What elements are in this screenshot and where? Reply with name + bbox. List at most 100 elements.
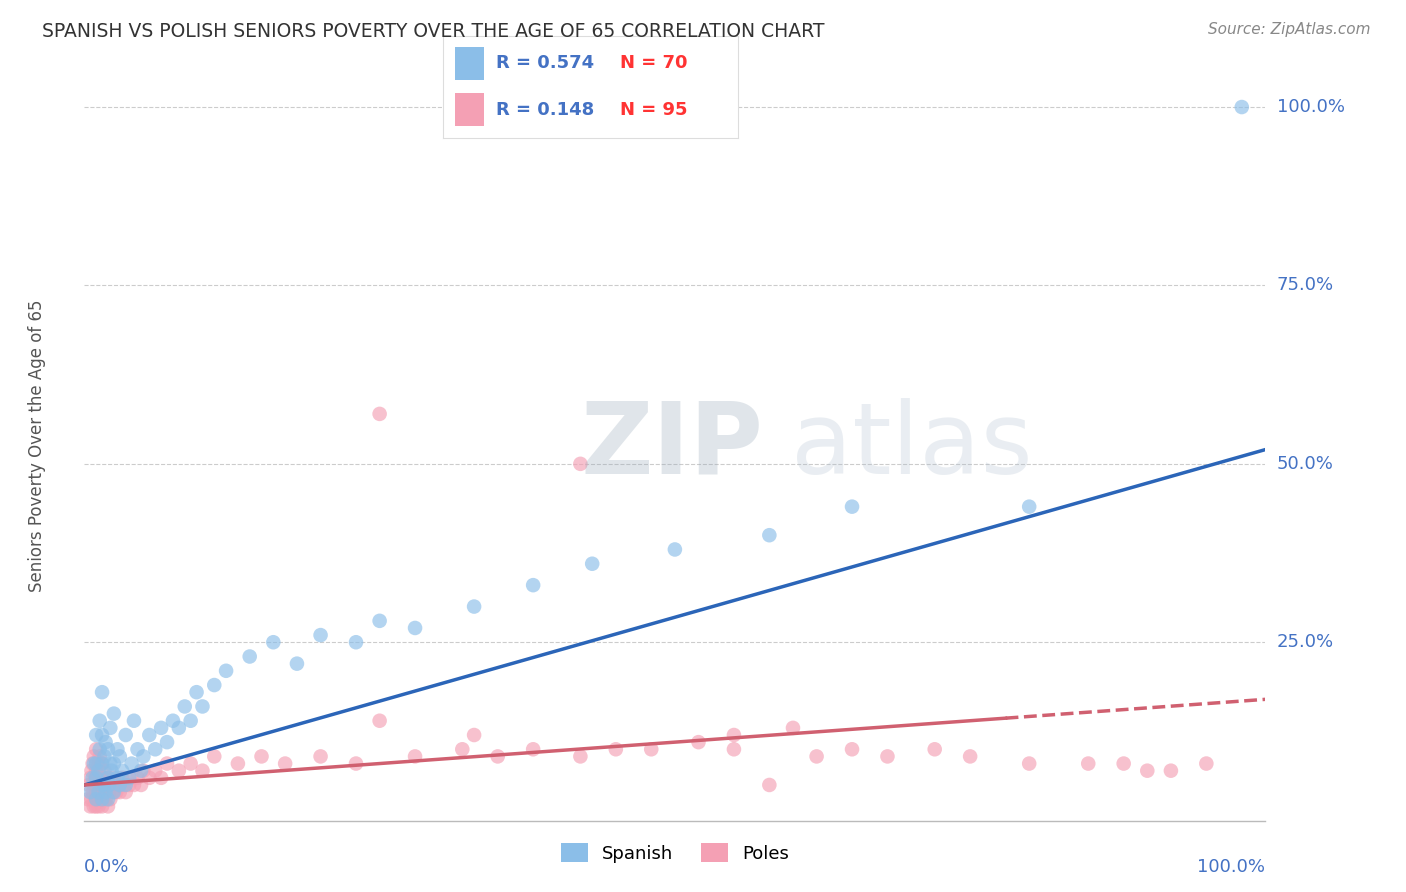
Point	[138, 728, 160, 742]
Point	[84, 792, 107, 806]
Point	[87, 785, 110, 799]
Point	[107, 778, 129, 792]
Text: N = 95: N = 95	[620, 101, 688, 119]
Point	[143, 764, 166, 778]
Point	[80, 792, 103, 806]
Point	[451, 742, 474, 756]
Text: 50.0%: 50.0%	[1277, 455, 1333, 473]
Point	[215, 664, 238, 678]
Point	[150, 771, 173, 785]
Point	[89, 742, 111, 756]
Point	[1160, 764, 1182, 778]
Point	[156, 735, 179, 749]
Point	[98, 785, 121, 799]
Text: Source: ZipAtlas.com: Source: ZipAtlas.com	[1208, 22, 1371, 37]
Legend: Spanish, Poles: Spanish, Poles	[551, 834, 799, 871]
Point	[202, 749, 225, 764]
Point	[841, 500, 863, 514]
Point	[94, 735, 117, 749]
Point	[723, 742, 745, 756]
Point	[876, 749, 898, 764]
Point	[758, 528, 780, 542]
Point	[94, 792, 117, 806]
Point	[118, 778, 141, 792]
Point	[605, 742, 627, 756]
Point	[94, 785, 117, 799]
Point	[132, 749, 155, 764]
Point	[103, 785, 125, 799]
Point	[89, 771, 111, 785]
Point	[98, 792, 121, 806]
Point	[167, 764, 190, 778]
Point	[101, 785, 124, 799]
Point	[93, 749, 115, 764]
Point	[84, 756, 107, 771]
Point	[569, 749, 592, 764]
Point	[132, 764, 155, 778]
Point	[309, 628, 332, 642]
Point	[79, 799, 101, 814]
Point	[84, 728, 107, 742]
Point	[91, 756, 114, 771]
Point	[162, 714, 184, 728]
Point	[959, 749, 981, 764]
Point	[1136, 764, 1159, 778]
Point	[1077, 756, 1099, 771]
Point	[191, 699, 214, 714]
Text: 100.0%: 100.0%	[1198, 858, 1265, 876]
Point	[91, 756, 114, 771]
Point	[143, 742, 166, 756]
Point	[97, 771, 120, 785]
Point	[924, 742, 946, 756]
Point	[98, 778, 121, 792]
Point	[344, 635, 367, 649]
Point	[180, 714, 202, 728]
Point	[103, 756, 125, 771]
Point	[97, 799, 120, 814]
Point	[156, 756, 179, 771]
Point	[688, 735, 710, 749]
Point	[84, 785, 107, 799]
Point	[91, 778, 114, 792]
Point	[121, 771, 143, 785]
Point	[83, 778, 105, 792]
Point	[91, 792, 114, 806]
Point	[108, 785, 131, 799]
Point	[87, 799, 110, 814]
Text: ZIP: ZIP	[581, 398, 763, 494]
Point	[108, 749, 131, 764]
Point	[91, 799, 114, 814]
Point	[82, 785, 104, 799]
Point	[84, 792, 107, 806]
Point	[118, 771, 141, 785]
Text: atlas: atlas	[790, 398, 1032, 494]
Point	[100, 764, 122, 778]
Point	[841, 742, 863, 756]
Point	[167, 721, 190, 735]
Point	[86, 771, 108, 785]
Point	[274, 756, 297, 771]
Point	[1018, 756, 1040, 771]
Point	[285, 657, 308, 671]
Point	[100, 778, 122, 792]
Point	[486, 749, 509, 764]
Point	[105, 785, 128, 799]
Point	[84, 764, 107, 778]
Point	[82, 756, 104, 771]
Text: 75.0%: 75.0%	[1277, 277, 1334, 294]
Point	[368, 714, 391, 728]
Text: 100.0%: 100.0%	[1277, 98, 1344, 116]
Point	[463, 599, 485, 614]
Point	[122, 714, 145, 728]
Point	[463, 728, 485, 742]
Point	[91, 792, 114, 806]
Point	[1230, 100, 1253, 114]
Point	[84, 771, 107, 785]
Point	[91, 771, 114, 785]
Point	[114, 778, 136, 792]
Text: Seniors Poverty Over the Age of 65: Seniors Poverty Over the Age of 65	[28, 300, 46, 592]
Point	[107, 771, 129, 785]
Point	[114, 728, 136, 742]
Point	[91, 685, 114, 699]
Point	[91, 778, 114, 792]
